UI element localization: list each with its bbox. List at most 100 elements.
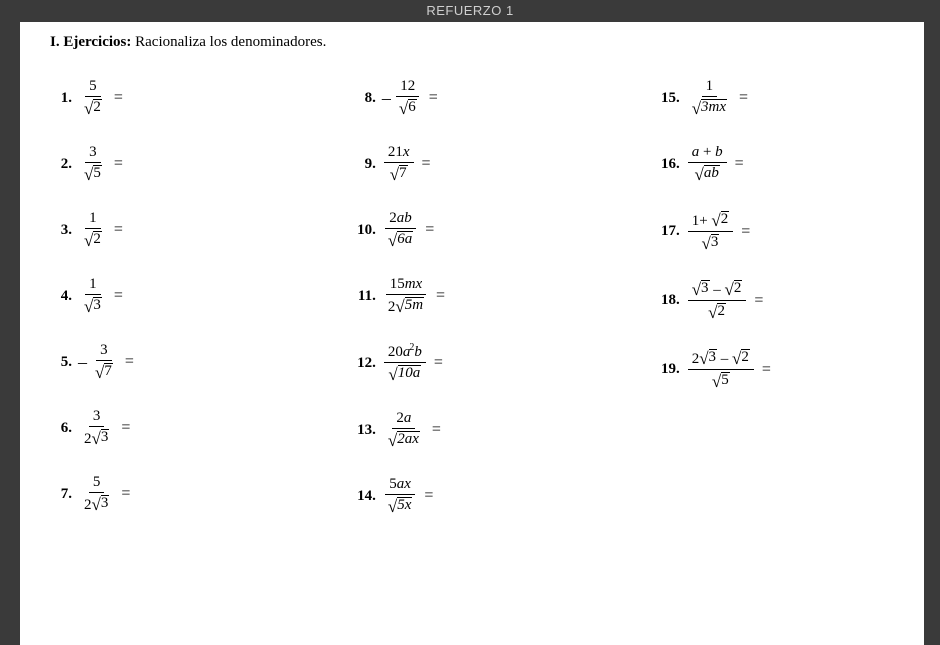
equals-sign: =: [422, 156, 431, 172]
numerator: 3: [96, 343, 112, 361]
denominator: √3: [80, 295, 106, 315]
denominator: √6: [395, 97, 421, 117]
item-number: 10.: [354, 223, 376, 238]
numerator: 15mx: [386, 277, 427, 295]
denominator: √5: [708, 370, 734, 390]
numerator: 5: [89, 475, 105, 493]
exercise-item: 6.32√3=: [50, 409, 354, 447]
numerator: 5: [85, 79, 101, 97]
equals-sign: =: [434, 355, 443, 371]
worksheet-page: I. Ejercicios: Racionaliza los denominad…: [20, 22, 924, 645]
numerator: 12: [396, 79, 419, 97]
item-number: 11.: [354, 289, 376, 304]
denominator: √5x: [384, 495, 417, 515]
exercise-item: 4. 1√3 =: [50, 277, 354, 315]
exercise-column: 15. 1√3mx = 16. a + b√ab = 17. 1+ √2√3 = 18. √3 – …: [658, 79, 894, 543]
exercise-item: 16. a + b√ab =: [658, 145, 894, 183]
fraction: 1√3: [80, 277, 106, 315]
item-number: 15.: [658, 91, 680, 106]
exercise-grid: 1.5√2=2.3√5=3.1√2=4.1√3=5.–3√7=6.32√3=7.…: [50, 79, 894, 543]
exercise-item: 2. 3√5 =: [50, 145, 354, 183]
fraction: 2a√2ax: [384, 411, 424, 449]
exercise-item: 19. 2√3 – √2√5 =: [658, 349, 894, 390]
equals-sign: =: [741, 224, 750, 240]
fraction: 3√5: [80, 145, 106, 183]
item-number: 7.: [50, 487, 72, 502]
equals-sign: =: [436, 288, 445, 304]
equals-sign: =: [121, 486, 130, 502]
fraction: 2ab√6a: [384, 211, 417, 249]
denominator: √7: [386, 163, 412, 183]
denominator: √10a: [384, 363, 425, 383]
equals-sign: =: [429, 90, 438, 106]
numerator: 5ax: [385, 477, 415, 495]
equals-sign: =: [425, 222, 434, 238]
exercise-item: 11. 15mx2√5m =: [354, 277, 658, 315]
numerator: 2√3 – √2: [688, 349, 754, 370]
equals-sign: =: [424, 488, 433, 504]
denominator: √7: [91, 361, 117, 381]
fraction: 21x√7: [384, 145, 414, 183]
numerator: 1: [85, 277, 101, 295]
item-number: 19.: [658, 362, 680, 377]
numerator: 20a2b: [384, 343, 426, 363]
denominator: √2ax: [384, 429, 424, 449]
denominator: √ab: [691, 163, 724, 183]
item-number: 18.: [658, 293, 680, 308]
exercise-item: 10. 2ab√6a =: [354, 211, 658, 249]
item-number: 14.: [354, 489, 376, 504]
viewport: REFUERZO 1 I. Ejercicios: Racionaliza lo…: [0, 0, 940, 645]
equals-sign: =: [762, 362, 771, 378]
equals-sign: =: [125, 354, 134, 370]
numerator: 1: [85, 211, 101, 229]
numerator: 1+ √2: [688, 211, 734, 232]
numerator: 2a: [392, 411, 415, 429]
negative-sign: –: [382, 89, 391, 107]
section-roman: I.: [50, 34, 60, 50]
fraction: 52√3: [80, 475, 113, 513]
item-number: 9.: [354, 157, 376, 172]
denominator: 2√3: [80, 493, 113, 513]
exercise-item: 17. 1+ √2√3 =: [658, 211, 894, 252]
denominator: √2: [704, 301, 730, 321]
equals-sign: =: [739, 90, 748, 106]
item-number: 2.: [50, 157, 72, 172]
item-number: 4.: [50, 289, 72, 304]
document-tab-title: REFUERZO 1: [0, 0, 940, 22]
fraction: 32√3: [80, 409, 113, 447]
exercise-item: 8.–12√6=: [354, 79, 658, 117]
exercise-column: 1.5√2=2.3√5=3.1√2=4.1√3=5.–3√7=6.32√3=7.…: [50, 79, 354, 543]
fraction: 12√6: [395, 79, 421, 117]
item-number: 1.: [50, 91, 72, 106]
fraction: a + b√ab: [688, 145, 727, 183]
negative-sign: –: [78, 353, 87, 371]
fraction: 1√3mx: [688, 79, 731, 117]
fraction: 20a2b√10a: [384, 343, 426, 383]
fraction: 5ax√5x: [384, 477, 417, 515]
exercise-item: 12. 20a2b√10a =: [354, 343, 658, 383]
fraction: 3√7: [91, 343, 117, 381]
item-number: 16.: [658, 157, 680, 172]
item-number: 13.: [354, 423, 376, 438]
item-number: 6.: [50, 421, 72, 436]
item-number: 17.: [658, 224, 680, 239]
exercise-item: 14. 5ax√5x =: [354, 477, 658, 515]
equals-sign: =: [114, 222, 123, 238]
denominator: 2√5m: [384, 295, 428, 315]
denominator: √6a: [384, 229, 417, 249]
fraction: √3 – √2√2: [688, 280, 747, 321]
exercise-item: 7. 52√3 =: [50, 475, 354, 513]
fraction: 15mx2√5m: [384, 277, 428, 315]
denominator: √5: [80, 163, 106, 183]
section-instruction: Racionaliza los denominadores.: [135, 34, 326, 50]
item-number: 12.: [354, 356, 376, 371]
equals-sign: =: [114, 156, 123, 172]
item-number: 5.: [50, 355, 72, 370]
equals-sign: =: [114, 288, 123, 304]
exercise-item: 3.1√2=: [50, 211, 354, 249]
exercise-item: 13.2a√2ax=: [354, 411, 658, 449]
numerator: √3 – √2: [688, 280, 747, 301]
denominator: √3: [698, 232, 724, 252]
denominator: √3mx: [688, 97, 731, 117]
equals-sign: =: [735, 156, 744, 172]
